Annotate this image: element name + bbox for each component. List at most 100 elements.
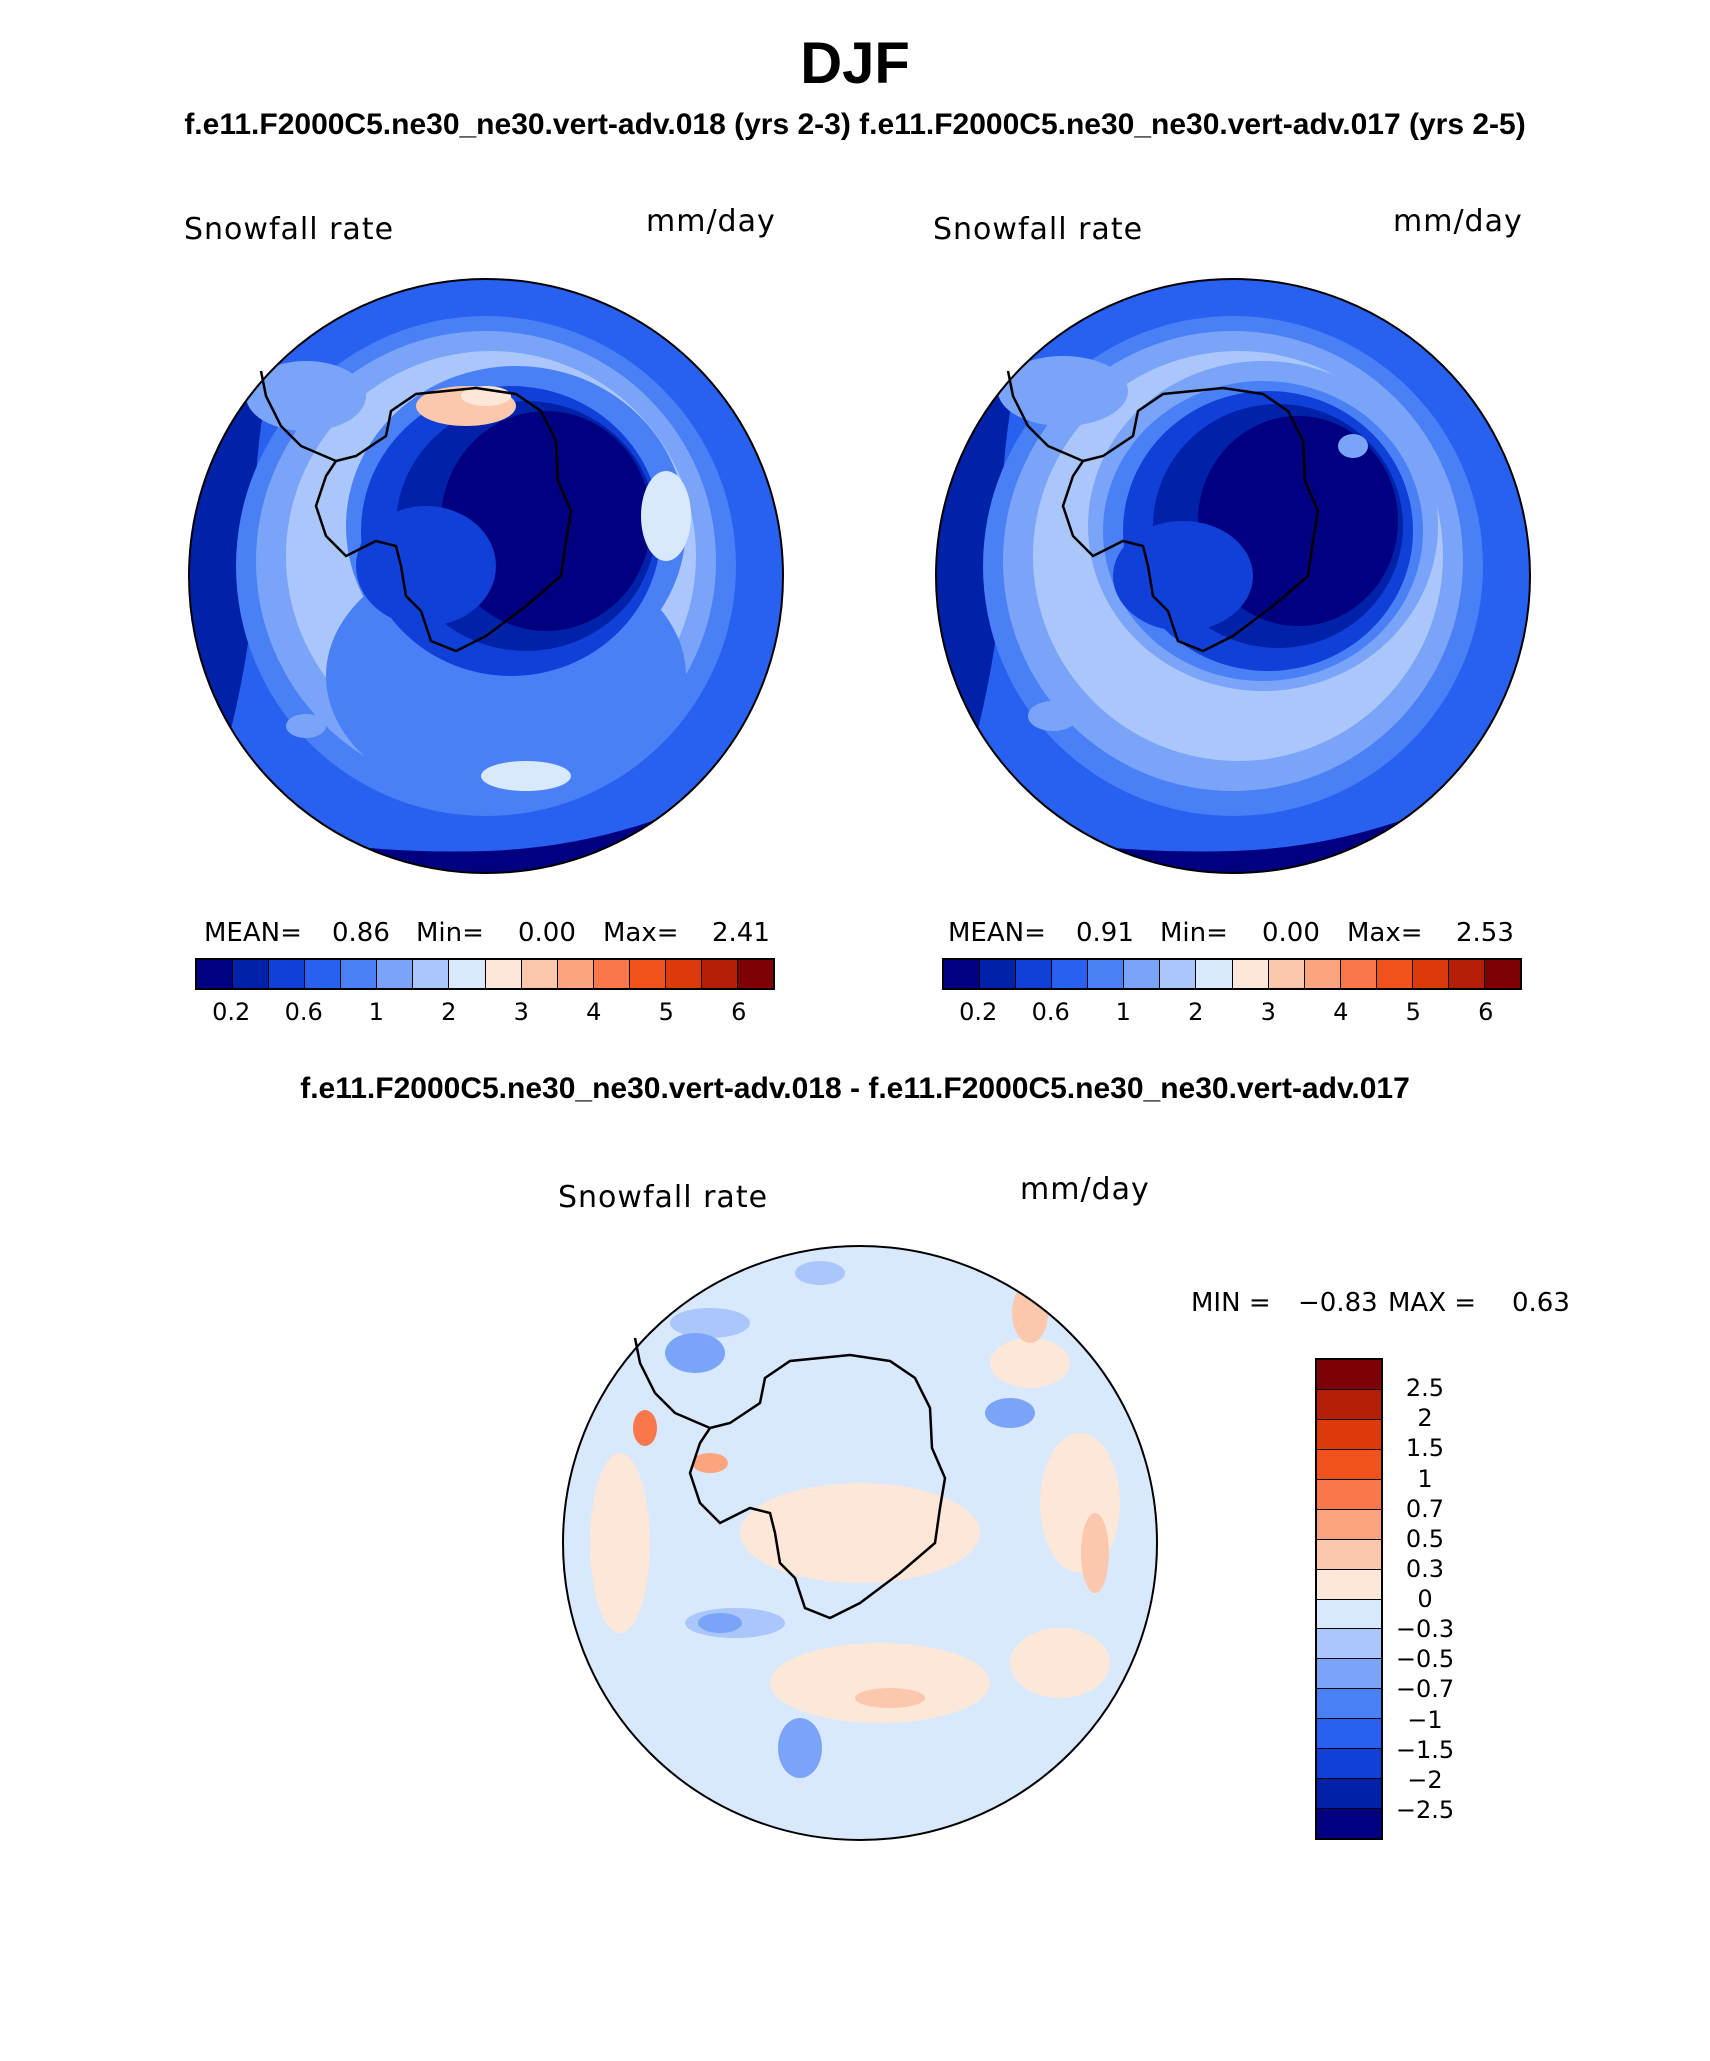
colorbar-tick-label: 0.7 xyxy=(1405,1494,1445,1523)
colorbar-tick-label: 0.2 xyxy=(212,998,251,1026)
panel2-colorbar xyxy=(942,958,1522,990)
panel2-variable-label: Snowfall rate xyxy=(933,212,1144,247)
panel1-variable-label: Snowfall rate xyxy=(184,212,395,247)
colorbar-swatch xyxy=(1317,1659,1381,1690)
colorbar-swatch xyxy=(1317,1719,1381,1750)
colorbar-swatch xyxy=(629,960,666,988)
colorbar-swatch xyxy=(341,960,378,988)
diff-min-label: MIN = xyxy=(1191,1288,1271,1318)
colorbar-swatch xyxy=(1317,1419,1381,1450)
colorbar-swatch xyxy=(980,960,1017,988)
colorbar-swatch xyxy=(305,960,342,988)
colorbar-tick-label: 1 xyxy=(1115,998,1131,1026)
panel1-min-label: Min= xyxy=(416,918,484,948)
diff-title: f.e11.F2000C5.ne30_ne30.vert-adv.018 - f… xyxy=(300,1072,1410,1105)
panel1-map xyxy=(188,278,784,874)
panel2-mean-label: MEAN= xyxy=(948,918,1046,948)
colorbar-tick-label: 1 xyxy=(368,998,384,1026)
colorbar-tick-label: 4 xyxy=(586,998,602,1026)
colorbar-swatch xyxy=(737,960,773,988)
colorbar-tick-label: 0.5 xyxy=(1405,1524,1445,1553)
panel2-mean-value: 0.91 xyxy=(1076,918,1134,948)
colorbar-swatch xyxy=(1317,1539,1381,1570)
diff-max-value: 0.63 xyxy=(1512,1288,1570,1318)
colorbar-tick-label: −0.5 xyxy=(1395,1645,1455,1674)
colorbar-swatch xyxy=(269,960,306,988)
panel2-min-label: Min= xyxy=(1160,918,1228,948)
colorbar-swatch xyxy=(1268,960,1305,988)
panel1-mean-label: MEAN= xyxy=(204,918,302,948)
panel1-max-value: 2.41 xyxy=(712,918,770,948)
colorbar-tick-label: −1.5 xyxy=(1395,1735,1455,1764)
colorbar-tick-label: −2 xyxy=(1407,1765,1443,1794)
colorbar-tick-label: 6 xyxy=(731,998,747,1026)
colorbar-swatch xyxy=(1052,960,1089,988)
figure-subtitle: f.e11.F2000C5.ne30_ne30.vert-adv.018 (yr… xyxy=(184,108,1526,141)
colorbar-swatch xyxy=(1317,1629,1381,1660)
panel1-units-label: mm/day xyxy=(646,204,776,239)
colorbar-tick-label: 2 xyxy=(441,998,457,1026)
panel2-map xyxy=(935,278,1531,874)
colorbar-tick-label: 0.6 xyxy=(1031,998,1070,1026)
figure-title: DJF xyxy=(800,31,910,96)
diff-min-value: −0.83 xyxy=(1298,1288,1378,1318)
colorbar-swatch xyxy=(1340,960,1377,988)
colorbar-tick-label: 1 xyxy=(1417,1464,1433,1493)
colorbar-tick-label: 2.5 xyxy=(1405,1374,1445,1403)
colorbar-swatch xyxy=(1160,960,1197,988)
colorbar-tick-label: 0 xyxy=(1417,1585,1433,1613)
colorbar-tick-label: 6 xyxy=(1478,998,1494,1026)
diff-variable-label: Snowfall rate xyxy=(558,1180,769,1215)
colorbar-swatch xyxy=(1317,1449,1381,1480)
panel2-min-value: 0.00 xyxy=(1262,918,1320,948)
colorbar-swatch xyxy=(1412,960,1449,988)
colorbar-swatch xyxy=(1317,1569,1381,1600)
panel1-max-label: Max= xyxy=(603,918,679,948)
colorbar-swatch xyxy=(1317,1509,1381,1540)
panel1-min-value: 0.00 xyxy=(518,918,576,948)
colorbar-swatch xyxy=(593,960,630,988)
colorbar-swatch xyxy=(1317,1599,1381,1630)
colorbar-tick-label: −0.7 xyxy=(1395,1675,1455,1704)
colorbar-tick-label: 0.3 xyxy=(1405,1554,1445,1583)
panel1-mean-value: 0.86 xyxy=(332,918,390,948)
colorbar-swatch xyxy=(1317,1779,1381,1810)
colorbar-tick-label: 3 xyxy=(513,998,529,1026)
colorbar-swatch xyxy=(944,960,981,988)
colorbar-swatch xyxy=(557,960,594,988)
colorbar-swatch xyxy=(233,960,270,988)
colorbar-swatch xyxy=(1317,1689,1381,1720)
colorbar-swatch xyxy=(1016,960,1053,988)
colorbar-swatch xyxy=(665,960,702,988)
colorbar-swatch xyxy=(449,960,486,988)
colorbar-tick-label: −1 xyxy=(1407,1705,1443,1734)
colorbar-tick-label: 2 xyxy=(1417,1404,1433,1433)
colorbar-swatch xyxy=(1088,960,1125,988)
colorbar-swatch xyxy=(1304,960,1341,988)
diff-colorbar xyxy=(1315,1358,1383,1840)
colorbar-swatch xyxy=(1317,1479,1381,1510)
colorbar-tick-label: 5 xyxy=(1405,998,1421,1026)
colorbar-swatch xyxy=(1448,960,1485,988)
colorbar-tick-label: 0.2 xyxy=(959,998,998,1026)
diff-units-label: mm/day xyxy=(1020,1172,1150,1207)
colorbar-swatch xyxy=(1317,1389,1381,1420)
colorbar-swatch xyxy=(1232,960,1269,988)
colorbar-tick-label: 1.5 xyxy=(1405,1434,1445,1463)
colorbar-swatch xyxy=(197,960,234,988)
colorbar-tick-label: 3 xyxy=(1260,998,1276,1026)
colorbar-swatch xyxy=(1376,960,1413,988)
colorbar-tick-label: 5 xyxy=(658,998,674,1026)
colorbar-tick-label: 2 xyxy=(1188,998,1204,1026)
colorbar-swatch xyxy=(1124,960,1161,988)
colorbar-swatch xyxy=(521,960,558,988)
colorbar-swatch xyxy=(485,960,522,988)
colorbar-swatch xyxy=(377,960,414,988)
colorbar-tick-label: 4 xyxy=(1333,998,1349,1026)
colorbar-swatch xyxy=(1317,1749,1381,1780)
panel2-max-label: Max= xyxy=(1347,918,1423,948)
colorbar-swatch xyxy=(413,960,450,988)
colorbar-swatch xyxy=(1196,960,1233,988)
diff-map xyxy=(562,1245,1158,1841)
colorbar-tick-label: −2.5 xyxy=(1395,1795,1455,1824)
